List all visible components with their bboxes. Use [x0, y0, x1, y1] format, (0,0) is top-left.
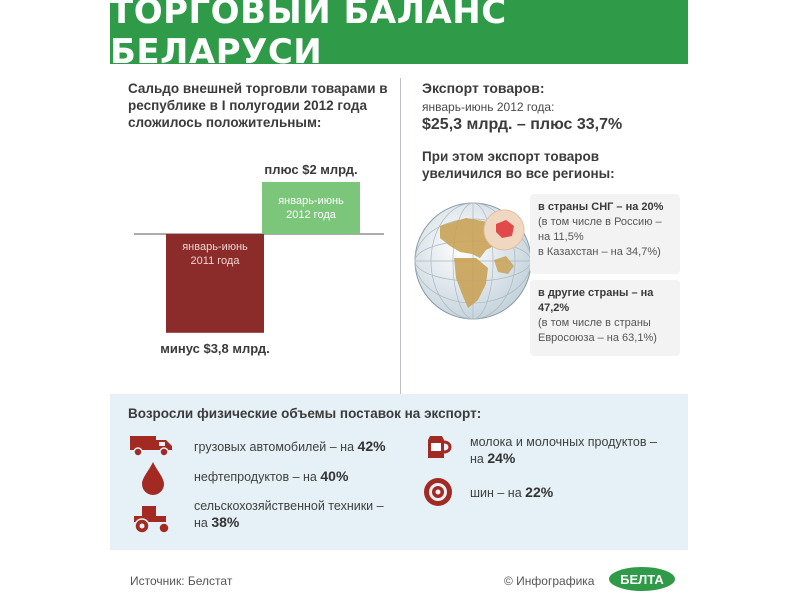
cis-detail-1: (в том числе в Россию –	[538, 216, 662, 228]
milk-label-2-line: на 24%	[470, 450, 657, 467]
infographic-credit: © Инфографика	[504, 574, 595, 588]
cis-detail-2: на 11,5%	[538, 231, 584, 243]
logo-text: БЕЛТА	[620, 572, 664, 587]
bar-category-label-1-1: 2012 года	[286, 209, 337, 221]
tire-export-line: шин – на 22%	[470, 484, 553, 501]
source-note: Источник: Белстат	[130, 574, 233, 588]
truck-label: грузовых автомобилей – на	[194, 440, 355, 454]
cis-headline: в страны СНГ – на 20%	[538, 201, 664, 213]
tractor-icon	[134, 506, 170, 534]
export-title: Экспорт товаров:	[422, 80, 545, 96]
export-volumes-section: Возросли физические объемы поставок на э…	[110, 394, 688, 550]
truck-export-line: грузовых автомобилей – на 42%	[194, 438, 386, 455]
milk-export-line: молока и молочных продуктов – на 24%	[470, 434, 657, 467]
tire-label: шин – на	[470, 486, 522, 500]
tractor-label-2-line: на 38%	[194, 514, 384, 531]
bar-value-label-1: плюс $2 млрд.	[264, 162, 357, 177]
header-banner: ТОРГОВЫЙ БАЛАНС БЕЛАРУСИ	[110, 0, 688, 72]
other-headline-1: в другие страны – на	[538, 287, 654, 299]
bar-value-label-0: минус $3,8 млрд.	[160, 341, 269, 356]
oil-drop-icon	[142, 462, 164, 495]
tractor-label-2: на	[194, 516, 208, 530]
cis-detail-3: в Казахстан – на 34,7%)	[538, 246, 661, 258]
other-detail-2: Евросоюза – на 63,1%)	[538, 332, 657, 344]
oil-export-line: нефтепродуктов – на 40%	[194, 468, 348, 485]
bar-category-label-1-0: январь-июнь	[278, 195, 344, 207]
cis-export-box: в страны СНГ – на 20% (в том числе в Рос…	[530, 194, 680, 274]
oil-label: нефтепродуктов – на	[194, 470, 317, 484]
regions-description: При этом экспорт товаров увеличился во в…	[422, 149, 615, 181]
tire-value: 22%	[525, 484, 554, 500]
tractor-export-line: сельскохозяйственной техники – на 38%	[194, 498, 384, 531]
bar-2011	[166, 234, 264, 333]
milk-value: 24%	[487, 450, 516, 466]
milk-label-1: молока и молочных продуктов –	[470, 435, 657, 449]
page-title: ТОРГОВЫЙ БАЛАНС БЕЛАРУСИ	[110, 0, 507, 72]
truck-icon	[130, 436, 172, 457]
bar-category-label-0-0: январь-июнь	[182, 241, 248, 253]
balance-bar-chart: январь-июнь 2011 года минус $3,8 млрд. янва…	[134, 162, 384, 356]
truck-value: 42%	[357, 438, 386, 454]
oil-value: 40%	[320, 468, 349, 484]
other-export-box: в другие страны – на 47,2% (в том числе …	[530, 280, 680, 356]
bar-2012	[262, 182, 360, 234]
tractor-label-1: сельскохозяйственной техники –	[194, 499, 384, 513]
export-value: $25,3 млрд. – плюс 33,7%	[422, 116, 623, 133]
milk-jug-icon	[428, 436, 452, 458]
other-headline-2: 47,2%	[538, 302, 570, 314]
tire-icon	[424, 478, 452, 506]
bar-category-label-0-1: 2011 года	[191, 255, 241, 267]
volumes-title: Возросли физические объемы поставок на э…	[128, 406, 482, 421]
balance-description: Сальдо внешней торговли товарами в респу…	[128, 81, 388, 130]
infographic-panel: Сальдо внешней торговли товарами в респу…	[110, 64, 688, 600]
milk-label-2: на	[470, 452, 484, 466]
other-detail-1: (в том числе в страны	[538, 317, 651, 329]
export-period: январь-июнь 2012 года:	[422, 100, 555, 114]
tractor-value: 38%	[211, 514, 240, 530]
vertical-divider	[400, 78, 401, 394]
globe-icon	[414, 202, 532, 320]
belta-logo: БЕЛТА	[607, 565, 677, 593]
